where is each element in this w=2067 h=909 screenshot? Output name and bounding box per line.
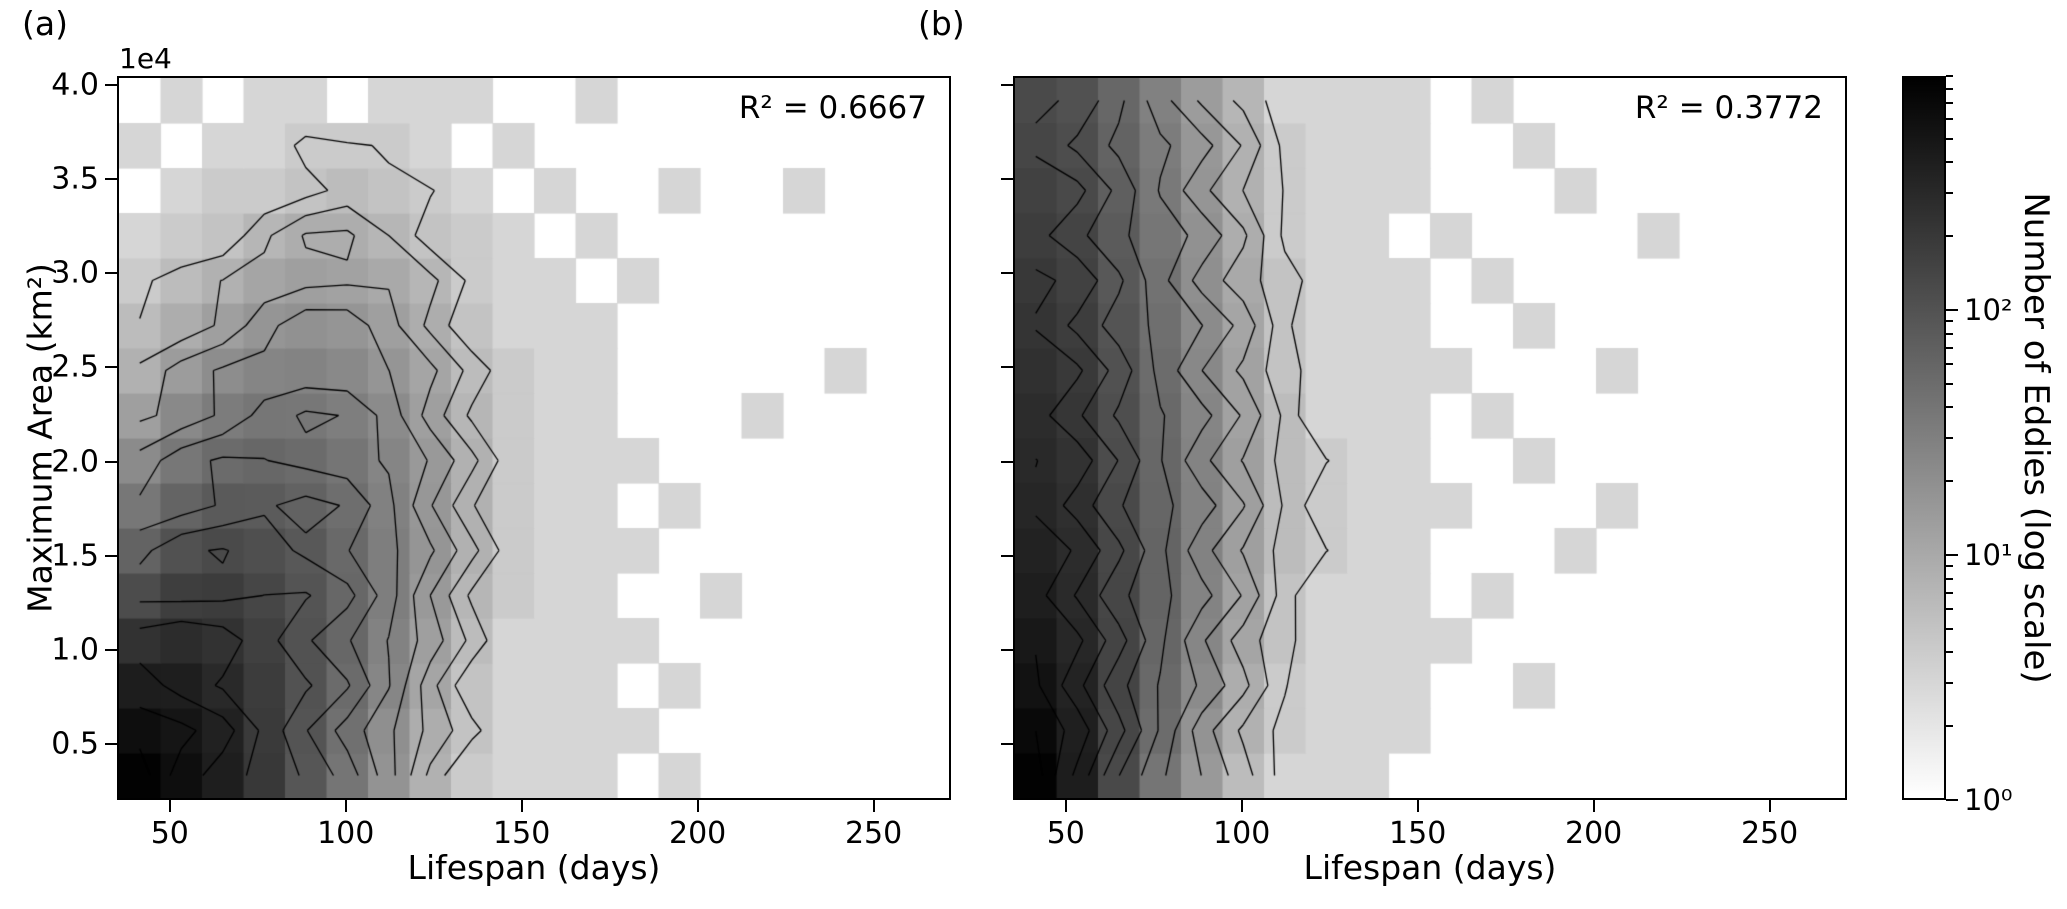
colorbar-tick-label: 10² xyxy=(1964,292,2013,327)
panel-a-corner-label: (a) xyxy=(22,4,68,43)
colorbar-minor-tick xyxy=(1946,651,1953,654)
colorbar-minor-tick xyxy=(1946,480,1953,483)
y-tick-mark xyxy=(1001,272,1013,275)
x-tick-mark xyxy=(344,800,347,812)
y-tick-mark xyxy=(1001,742,1013,745)
colorbar-minor-tick xyxy=(1946,725,1953,728)
colorbar-minor-tick xyxy=(1946,363,1953,366)
colorbar-minor-tick xyxy=(1946,591,1953,594)
x-tick-mark xyxy=(1416,800,1419,812)
y-tick-label: 2.0 xyxy=(51,444,99,479)
panel-b-corner-label: (b) xyxy=(918,4,965,43)
panel-a-plot-area: R² = 0.6667 xyxy=(117,76,951,800)
colorbar-tick-label: 10¹ xyxy=(1964,537,2013,572)
colorbar-minor-tick xyxy=(1946,137,1953,140)
x-tick-label: 250 xyxy=(1740,816,1799,851)
panel-b-plot-area: R² = 0.3772 xyxy=(1013,76,1847,800)
y-tick-mark xyxy=(105,648,117,651)
colorbar-minor-tick xyxy=(1946,332,1953,335)
y-tick-mark xyxy=(105,742,117,745)
colorbar-minor-tick xyxy=(1946,235,1953,238)
panel-a-x-axis-label: Lifespan (days) xyxy=(407,848,661,887)
y-tick-mark xyxy=(105,272,117,275)
colorbar-label: Number of Eddies (log scale) xyxy=(2016,192,2056,684)
colorbar-minor-tick xyxy=(1946,75,1953,77)
y-tick-mark xyxy=(105,84,117,87)
x-tick-label: 200 xyxy=(668,816,727,851)
x-tick-mark xyxy=(872,800,875,812)
y-tick-mark xyxy=(1001,460,1013,463)
colorbar-minor-tick xyxy=(1946,320,1953,323)
x-tick-label: 100 xyxy=(317,816,375,851)
x-tick-label: 100 xyxy=(1213,816,1271,851)
colorbar-minor-tick xyxy=(1946,101,1953,104)
y-tick-label: 1.5 xyxy=(51,538,99,574)
x-tick-mark xyxy=(696,800,699,812)
y-tick-mark xyxy=(105,460,117,463)
y-tick-label: 2.5 xyxy=(51,349,99,385)
colorbar-major-tick xyxy=(1946,308,1958,311)
colorbar-minor-tick xyxy=(1946,382,1953,385)
y-tick-label: 0.5 xyxy=(51,726,99,762)
colorbar-minor-tick xyxy=(1946,118,1953,121)
colorbar-major-tick xyxy=(1946,799,1958,801)
colorbar xyxy=(1902,76,1946,800)
y-tick-mark xyxy=(1001,366,1013,369)
colorbar-major-tick xyxy=(1946,553,1958,556)
x-tick-mark xyxy=(520,800,523,812)
y-tick-label: 1.0 xyxy=(51,632,99,668)
x-tick-mark xyxy=(168,800,171,812)
colorbar-minor-tick xyxy=(1946,565,1953,568)
x-tick-mark xyxy=(1240,800,1243,812)
colorbar-minor-tick xyxy=(1946,346,1953,349)
colorbar-minor-tick xyxy=(1946,87,1953,90)
panel-a-r2-annotation: R² = 0.6667 xyxy=(738,90,927,126)
colorbar-minor-tick xyxy=(1946,682,1953,685)
x-tick-label: 50 xyxy=(150,816,189,851)
y-axis-offset-label: 1e4 xyxy=(119,42,172,75)
y-tick-mark xyxy=(1001,554,1013,557)
colorbar-minor-tick xyxy=(1946,406,1953,409)
x-tick-label: 250 xyxy=(844,816,903,851)
colorbar-minor-tick xyxy=(1946,577,1953,580)
x-tick-label: 150 xyxy=(493,816,551,851)
x-tick-label: 150 xyxy=(1389,816,1447,851)
colorbar-tick-label: 10⁰ xyxy=(1964,783,2013,817)
x-tick-label: 200 xyxy=(1564,816,1623,851)
colorbar-minor-tick xyxy=(1946,191,1953,194)
colorbar-minor-tick xyxy=(1946,627,1953,630)
panel-b-heatmap-canvas xyxy=(1015,78,1845,798)
panel-a-heatmap-canvas xyxy=(119,78,949,798)
x-tick-mark xyxy=(1064,800,1067,812)
y-tick-mark xyxy=(1001,178,1013,181)
colorbar-minor-tick xyxy=(1946,161,1953,164)
y-tick-label: 4.0 xyxy=(51,67,99,103)
x-tick-label: 50 xyxy=(1046,816,1085,851)
y-tick-mark xyxy=(105,554,117,557)
y-tick-mark xyxy=(105,366,117,369)
x-tick-mark xyxy=(1592,800,1595,812)
y-tick-mark xyxy=(1001,84,1013,87)
y-tick-mark xyxy=(1001,648,1013,651)
panel-b-x-axis-label: Lifespan (days) xyxy=(1303,848,1557,887)
y-tick-label: 3.0 xyxy=(51,255,99,291)
colorbar-minor-tick xyxy=(1946,437,1953,439)
y-tick-mark xyxy=(105,178,117,181)
x-tick-mark xyxy=(1768,800,1771,812)
panel-b-r2-annotation: R² = 0.3772 xyxy=(1634,90,1823,126)
y-tick-label: 3.5 xyxy=(51,161,99,197)
colorbar-minor-tick xyxy=(1946,608,1953,611)
